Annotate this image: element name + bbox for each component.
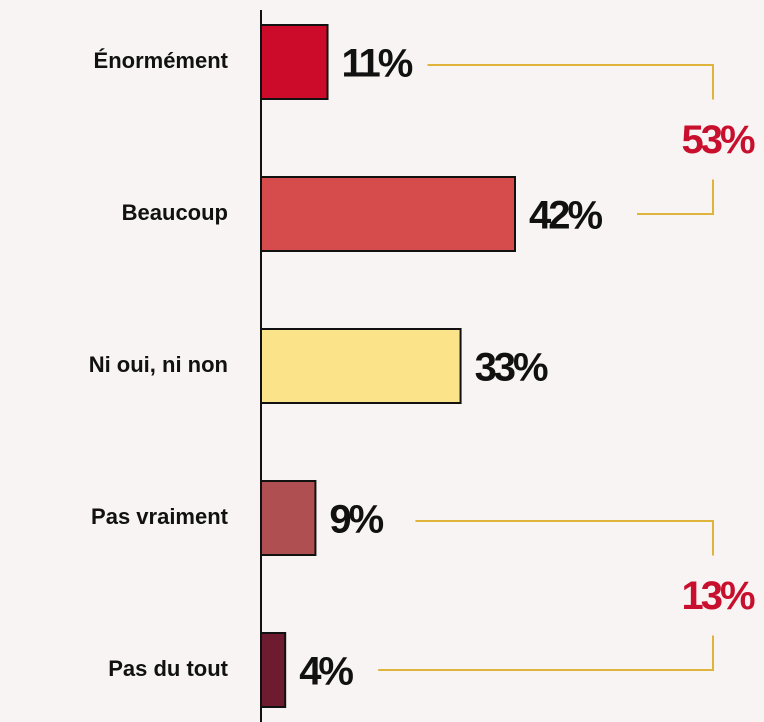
bracket — [415, 520, 714, 556]
value-label: 42% — [529, 194, 602, 238]
value-label: 33% — [475, 346, 548, 390]
bar — [260, 24, 329, 100]
value-label: 4% — [299, 650, 353, 694]
bar — [260, 632, 287, 708]
category-label: Pas vraiment — [91, 504, 229, 529]
group-total: 53% — [681, 118, 754, 162]
bracket — [378, 635, 714, 671]
category-label: Beaucoup — [122, 200, 228, 225]
category-label: Pas du tout — [108, 656, 228, 681]
bar — [260, 328, 462, 404]
bar — [260, 176, 516, 252]
category-label: Ni oui, ni non — [89, 352, 228, 377]
bar — [260, 480, 317, 556]
category-label: Énormément — [94, 48, 229, 73]
bracket — [637, 179, 714, 215]
group-total: 13% — [681, 574, 754, 618]
bracket — [427, 64, 714, 100]
value-label: 11% — [342, 42, 413, 86]
value-label: 9% — [329, 498, 383, 542]
